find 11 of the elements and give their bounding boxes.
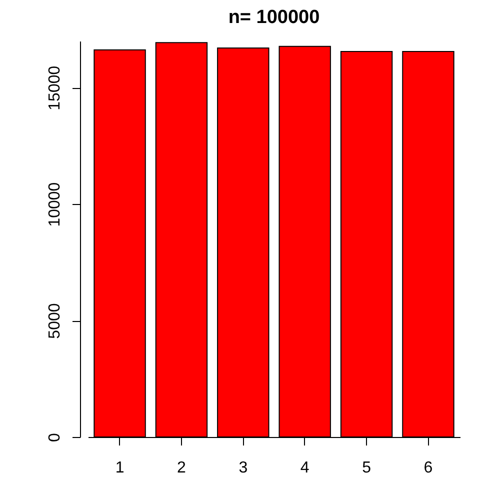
y-tick-label: 5000 <box>46 303 64 339</box>
x-tick-label: 3 <box>238 460 248 476</box>
x-tick-label: 5 <box>362 460 372 476</box>
y-tick-label: 15000 <box>46 66 64 110</box>
x-tick-label: 6 <box>424 460 433 476</box>
y-tick-label: 10000 <box>46 182 64 227</box>
x-tick-label: 4 <box>300 460 310 476</box>
x-tick-label: 2 <box>177 460 186 476</box>
x-tick-label: 1 <box>115 460 124 476</box>
y-tick-label: 0 <box>46 432 64 442</box>
chart-title: n= 100000 <box>228 7 320 28</box>
